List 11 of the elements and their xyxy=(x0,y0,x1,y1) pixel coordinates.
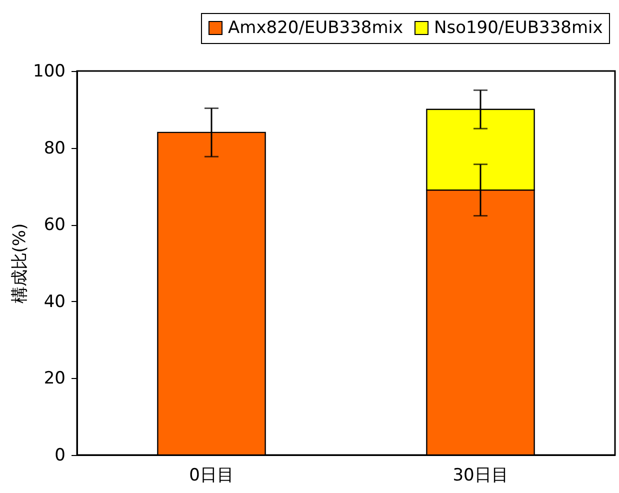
y-tick-label: 20 xyxy=(44,368,66,389)
x-tick-label: 0日目 xyxy=(189,466,234,486)
legend-label: Amx820/EUB338mix xyxy=(228,18,404,38)
y-tick-label: 80 xyxy=(44,138,66,158)
y-axis-title: 構成比(%) xyxy=(10,223,30,304)
x-tick-label: 30日目 xyxy=(452,466,508,486)
y-tick-label: 100 xyxy=(33,62,66,82)
y-tick-label: 0 xyxy=(54,446,66,466)
y-tick-label: 60 xyxy=(44,215,66,236)
y-tick-label: 40 xyxy=(44,292,66,312)
legend-label: Nso190/EUB338mix xyxy=(434,18,603,38)
